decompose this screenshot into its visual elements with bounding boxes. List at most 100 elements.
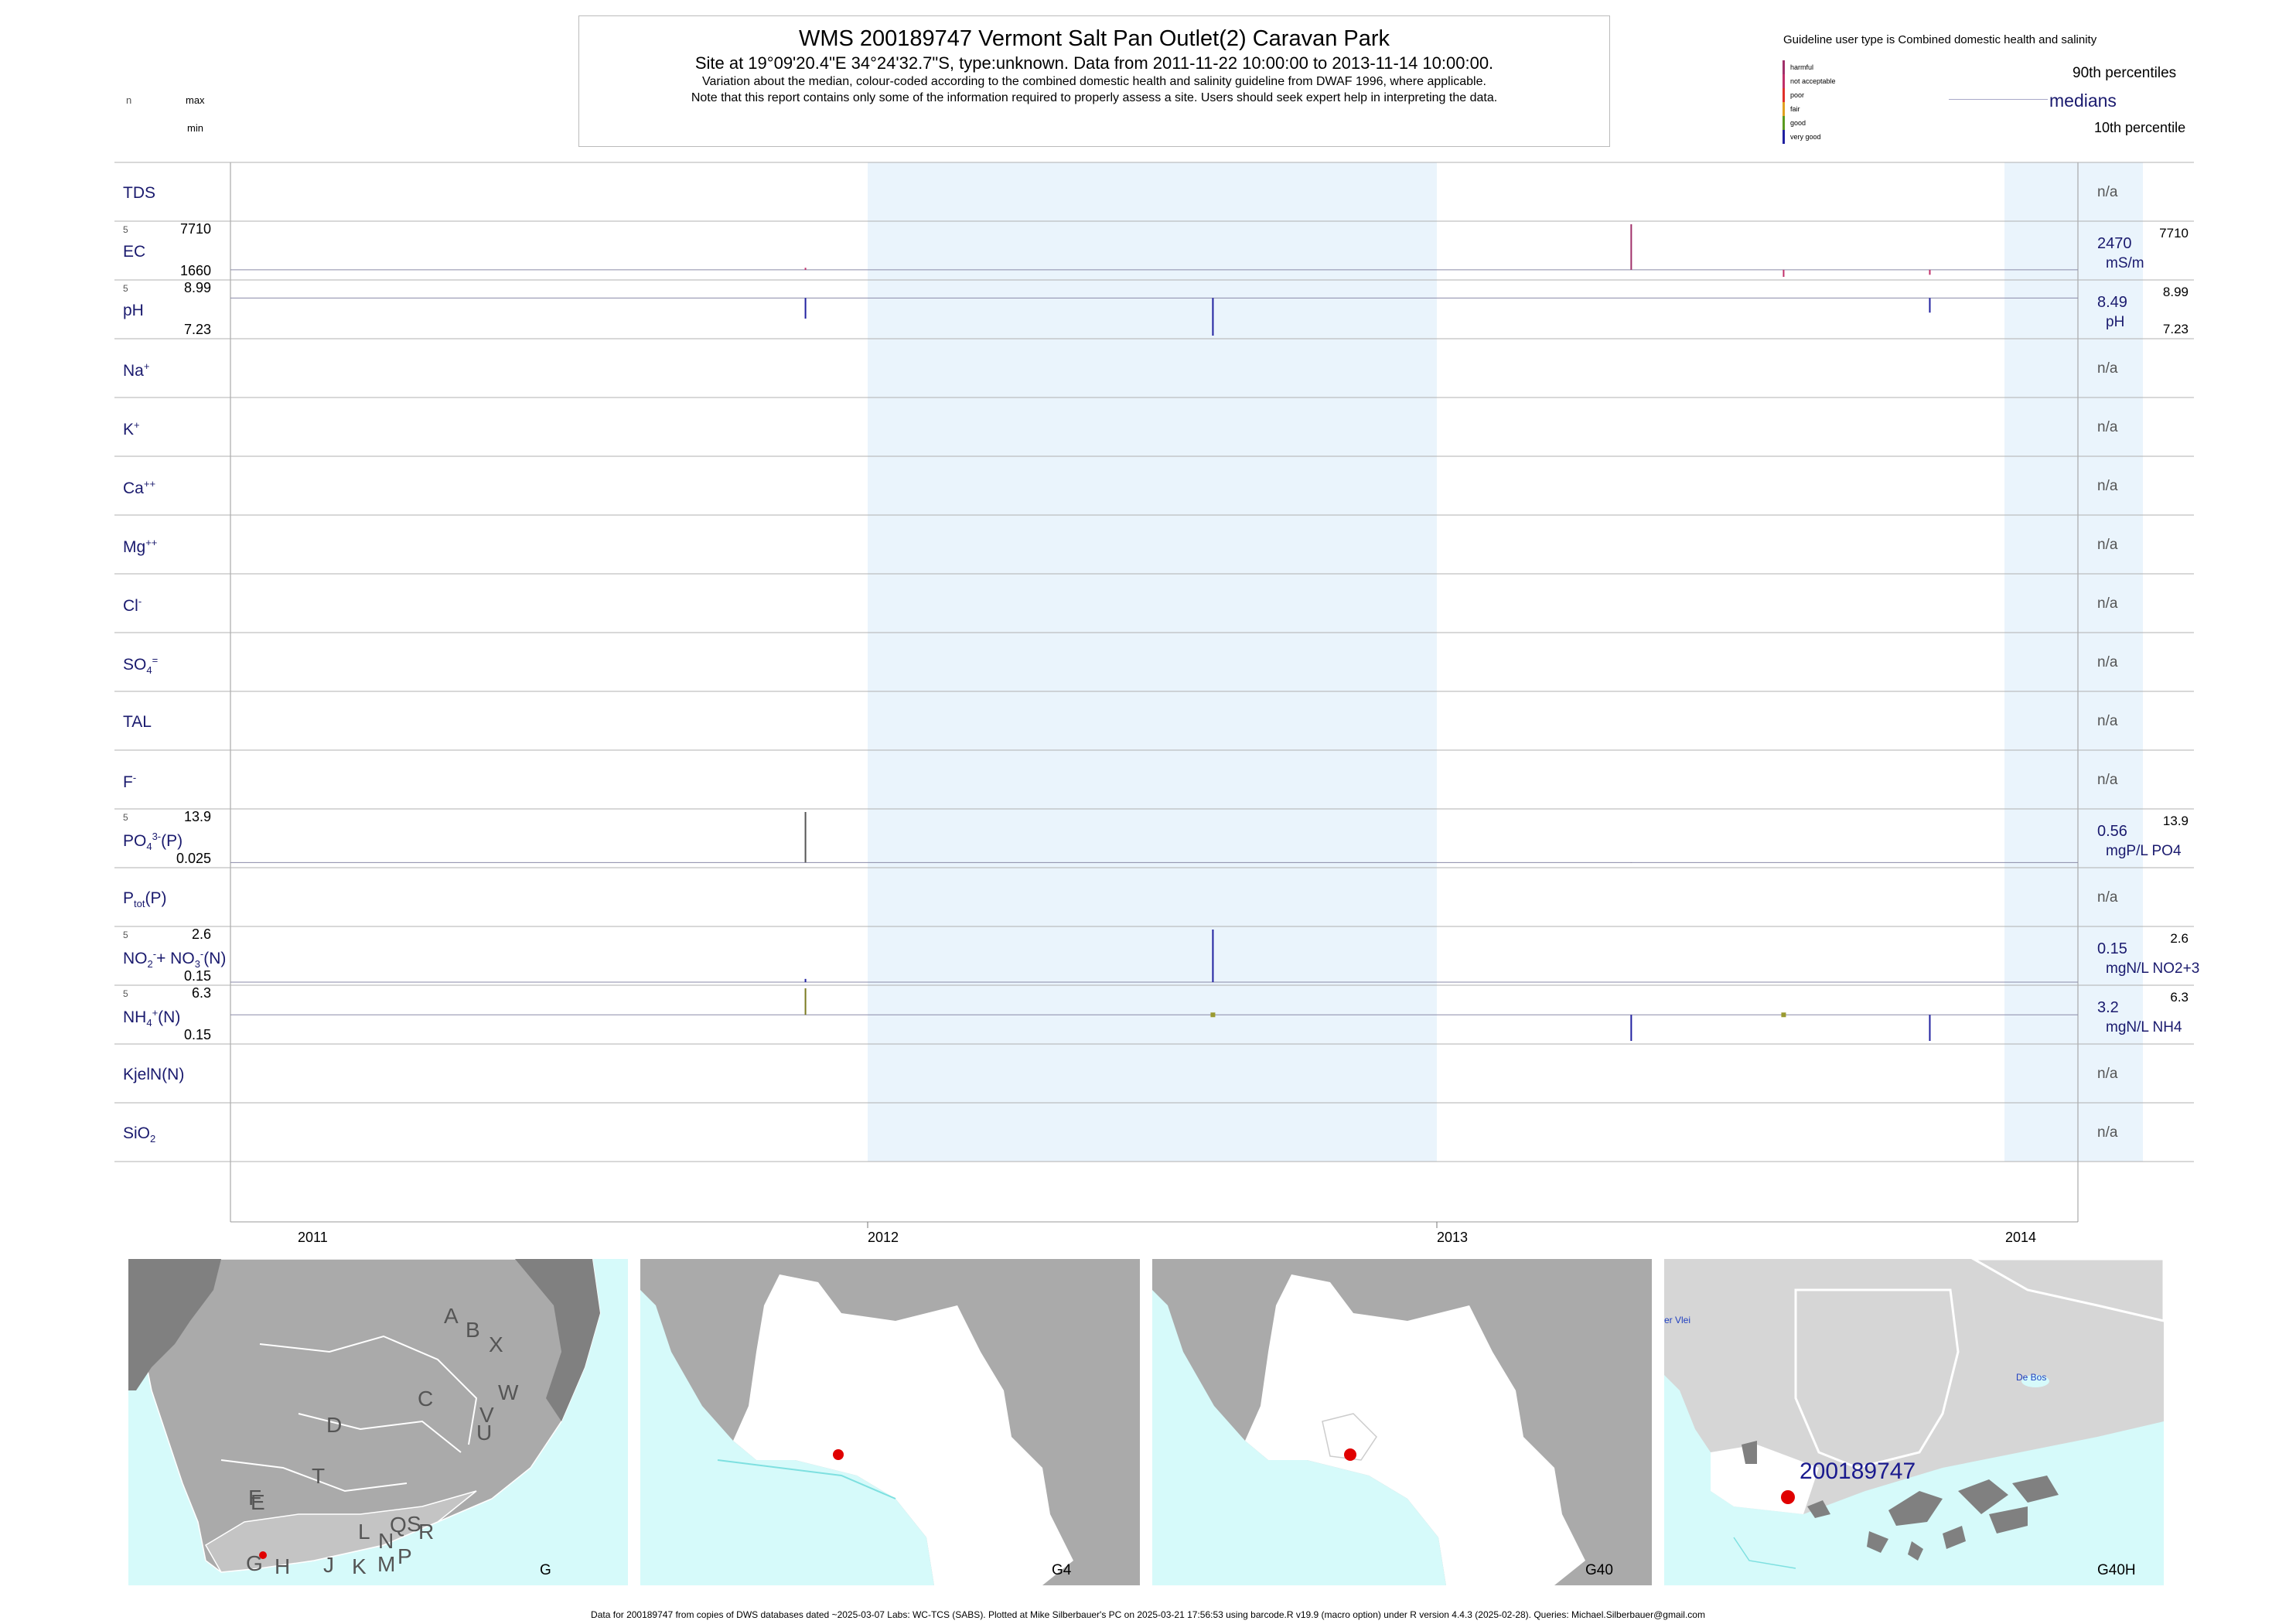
row-status-tal: n/a <box>2097 713 2118 729</box>
drainage-letter-f: F <box>248 1486 262 1510</box>
max-header: max <box>186 94 205 106</box>
drainage-letter-e: E <box>251 1490 265 1514</box>
drainage-letter-a: A <box>444 1304 459 1328</box>
map-g-drawing <box>128 1259 601 1573</box>
row-label-ptot: Ptot(P) <box>123 889 167 910</box>
row-status-tds: n/a <box>2097 184 2118 200</box>
map-g4: G4 <box>640 1259 1140 1585</box>
row-unit-ec: mS/m <box>2106 255 2144 271</box>
row-status-kjeln: n/a <box>2097 1066 2118 1082</box>
row-status-sio2: n/a <box>2097 1124 2118 1141</box>
drainage-letter-j: J <box>323 1553 334 1577</box>
row-label-sio2: SiO2 <box>123 1124 156 1145</box>
row-right-min-ph: 7.23 <box>2162 322 2189 336</box>
row-max-po4: 13.9 <box>183 809 211 824</box>
drainage-letter-m: M <box>377 1552 396 1576</box>
map-place-vlei: er Vlei <box>1664 1315 1691 1325</box>
drainage-letter-w: W <box>498 1380 519 1404</box>
row-status-cl: n/a <box>2097 595 2118 612</box>
drainage-letter-c: C <box>418 1387 434 1411</box>
x-tick-2013: 2013 <box>1437 1230 1469 1245</box>
row-n-ph: 5 <box>123 283 128 294</box>
row-min-ph: 7.23 <box>183 322 211 337</box>
min-header: min <box>187 122 203 134</box>
map-g40h-drawing <box>1664 1259 2164 1569</box>
drainage-letter-b: B <box>466 1318 480 1342</box>
row-median-ph: 8.49 <box>2097 294 2127 311</box>
x-tick-2012: 2012 <box>868 1230 899 1245</box>
row-unit-nox: mgN/L NO2+3 <box>2106 960 2200 977</box>
row-n-nh4: 5 <box>123 988 128 999</box>
legend-median-line <box>1949 99 2048 100</box>
row-min-po4: 0.025 <box>176 851 211 866</box>
legend-p10: 10th percentile <box>2094 120 2186 135</box>
row-unit-ph: pH <box>2106 314 2125 330</box>
map-g40h: 200189747 De Bos er Vlei G40H <box>1664 1259 2164 1585</box>
legend-p90: 90th percentiles <box>2073 65 2177 81</box>
row-label-tal: TAL <box>123 713 152 731</box>
map-g40-label: G40 <box>1585 1562 1613 1578</box>
map-g40: G40 <box>1152 1259 1652 1585</box>
row-right-max-nh4: 6.3 <box>2170 990 2189 1005</box>
chart-title: WMS 200189747 Vermont Salt Pan Outlet(2)… <box>798 26 1390 51</box>
row-status-k: n/a <box>2097 419 2118 435</box>
x-tick-2011: 2011 <box>298 1230 328 1245</box>
row-right-max-ph: 8.99 <box>2162 285 2189 299</box>
drainage-letter-g: G <box>246 1551 263 1575</box>
row-n-nox: 5 <box>123 930 128 940</box>
row-min-ec: 1660 <box>179 263 211 278</box>
row-label-k: K+ <box>123 419 140 438</box>
drainage-letter-t: T <box>312 1464 326 1488</box>
drainage-letter-n: N <box>378 1529 394 1553</box>
row-median-po4: 0.56 <box>2097 823 2127 840</box>
row-label-ec: EC <box>123 243 146 261</box>
drainage-letter-r: R <box>418 1520 435 1544</box>
note-variation: Variation about the median, colour-coded… <box>702 75 1486 88</box>
note-disclaimer: Note that this report contains only some… <box>691 91 1498 104</box>
row-label-kjeln: KjelN(N) <box>123 1066 185 1083</box>
row-status-na: n/a <box>2097 360 2118 377</box>
row-max-ph: 8.99 <box>183 280 211 295</box>
map-g4-drawing <box>640 1259 1140 1585</box>
title-box: WMS 200189747 Vermont Salt Pan Outlet(2)… <box>578 15 1610 147</box>
x-tick-2014: 2014 <box>2005 1230 2037 1245</box>
row-status-ptot: n/a <box>2097 889 2118 906</box>
barcode-chart <box>114 162 2194 1228</box>
row-min-nh4: 0.15 <box>183 1027 211 1042</box>
drainage-letter-v: V <box>479 1403 494 1427</box>
row-median-nox: 0.15 <box>2097 940 2127 957</box>
row-label-f: F- <box>123 772 137 791</box>
map-g4-label: G4 <box>1052 1562 1072 1578</box>
drainage-letter-s: S <box>407 1512 421 1536</box>
chart-subtitle: Site at 19°09'20.4"E 34°24'32.7"S, type:… <box>694 53 1494 73</box>
row-label-tds: TDS <box>123 184 155 202</box>
drainage-letter-x: X <box>489 1332 503 1356</box>
legend-title: Guideline user type is Combined domestic… <box>1783 33 2097 46</box>
legend-medians: medians <box>2049 90 2117 111</box>
map-g-label: G <box>540 1562 551 1578</box>
row-median-ec: 2470 <box>2097 235 2132 252</box>
row-status-f: n/a <box>2097 772 2118 788</box>
sample-point-nh4-3 <box>1781 1012 1786 1018</box>
drainage-letter-k: K <box>352 1554 367 1578</box>
row-unit-nh4: mgN/L NH4 <box>2106 1019 2182 1035</box>
row-label-nh4: NH4+(N) <box>123 1007 181 1029</box>
row-max-nh4: 6.3 <box>191 985 211 1001</box>
shaded-period-1 <box>2004 162 2143 1162</box>
row-right-max-nox: 2.6 <box>2170 931 2189 946</box>
drainage-letter-l: L <box>358 1520 370 1544</box>
row-status-mg: n/a <box>2097 537 2118 553</box>
row-median-nh4: 3.2 <box>2097 999 2119 1016</box>
footer-note: Data for 200189747 from copies of DWS da… <box>591 1609 1705 1620</box>
n-header: n <box>126 94 132 106</box>
row-right-max-po4: 13.9 <box>2162 814 2189 828</box>
row-n-po4: 5 <box>123 812 128 823</box>
shaded-period-0 <box>868 162 1437 1162</box>
row-unit-po4: mgP/L PO4 <box>2106 843 2182 859</box>
row-label-cl: Cl- <box>123 595 142 615</box>
row-label-so4: SO4= <box>123 654 159 677</box>
map-place-de-bos: De Bos <box>2016 1372 2047 1383</box>
row-min-nox: 0.15 <box>183 968 211 984</box>
drainage-letter-q: Q <box>390 1513 407 1537</box>
drainage-letter-h: H <box>275 1554 291 1578</box>
